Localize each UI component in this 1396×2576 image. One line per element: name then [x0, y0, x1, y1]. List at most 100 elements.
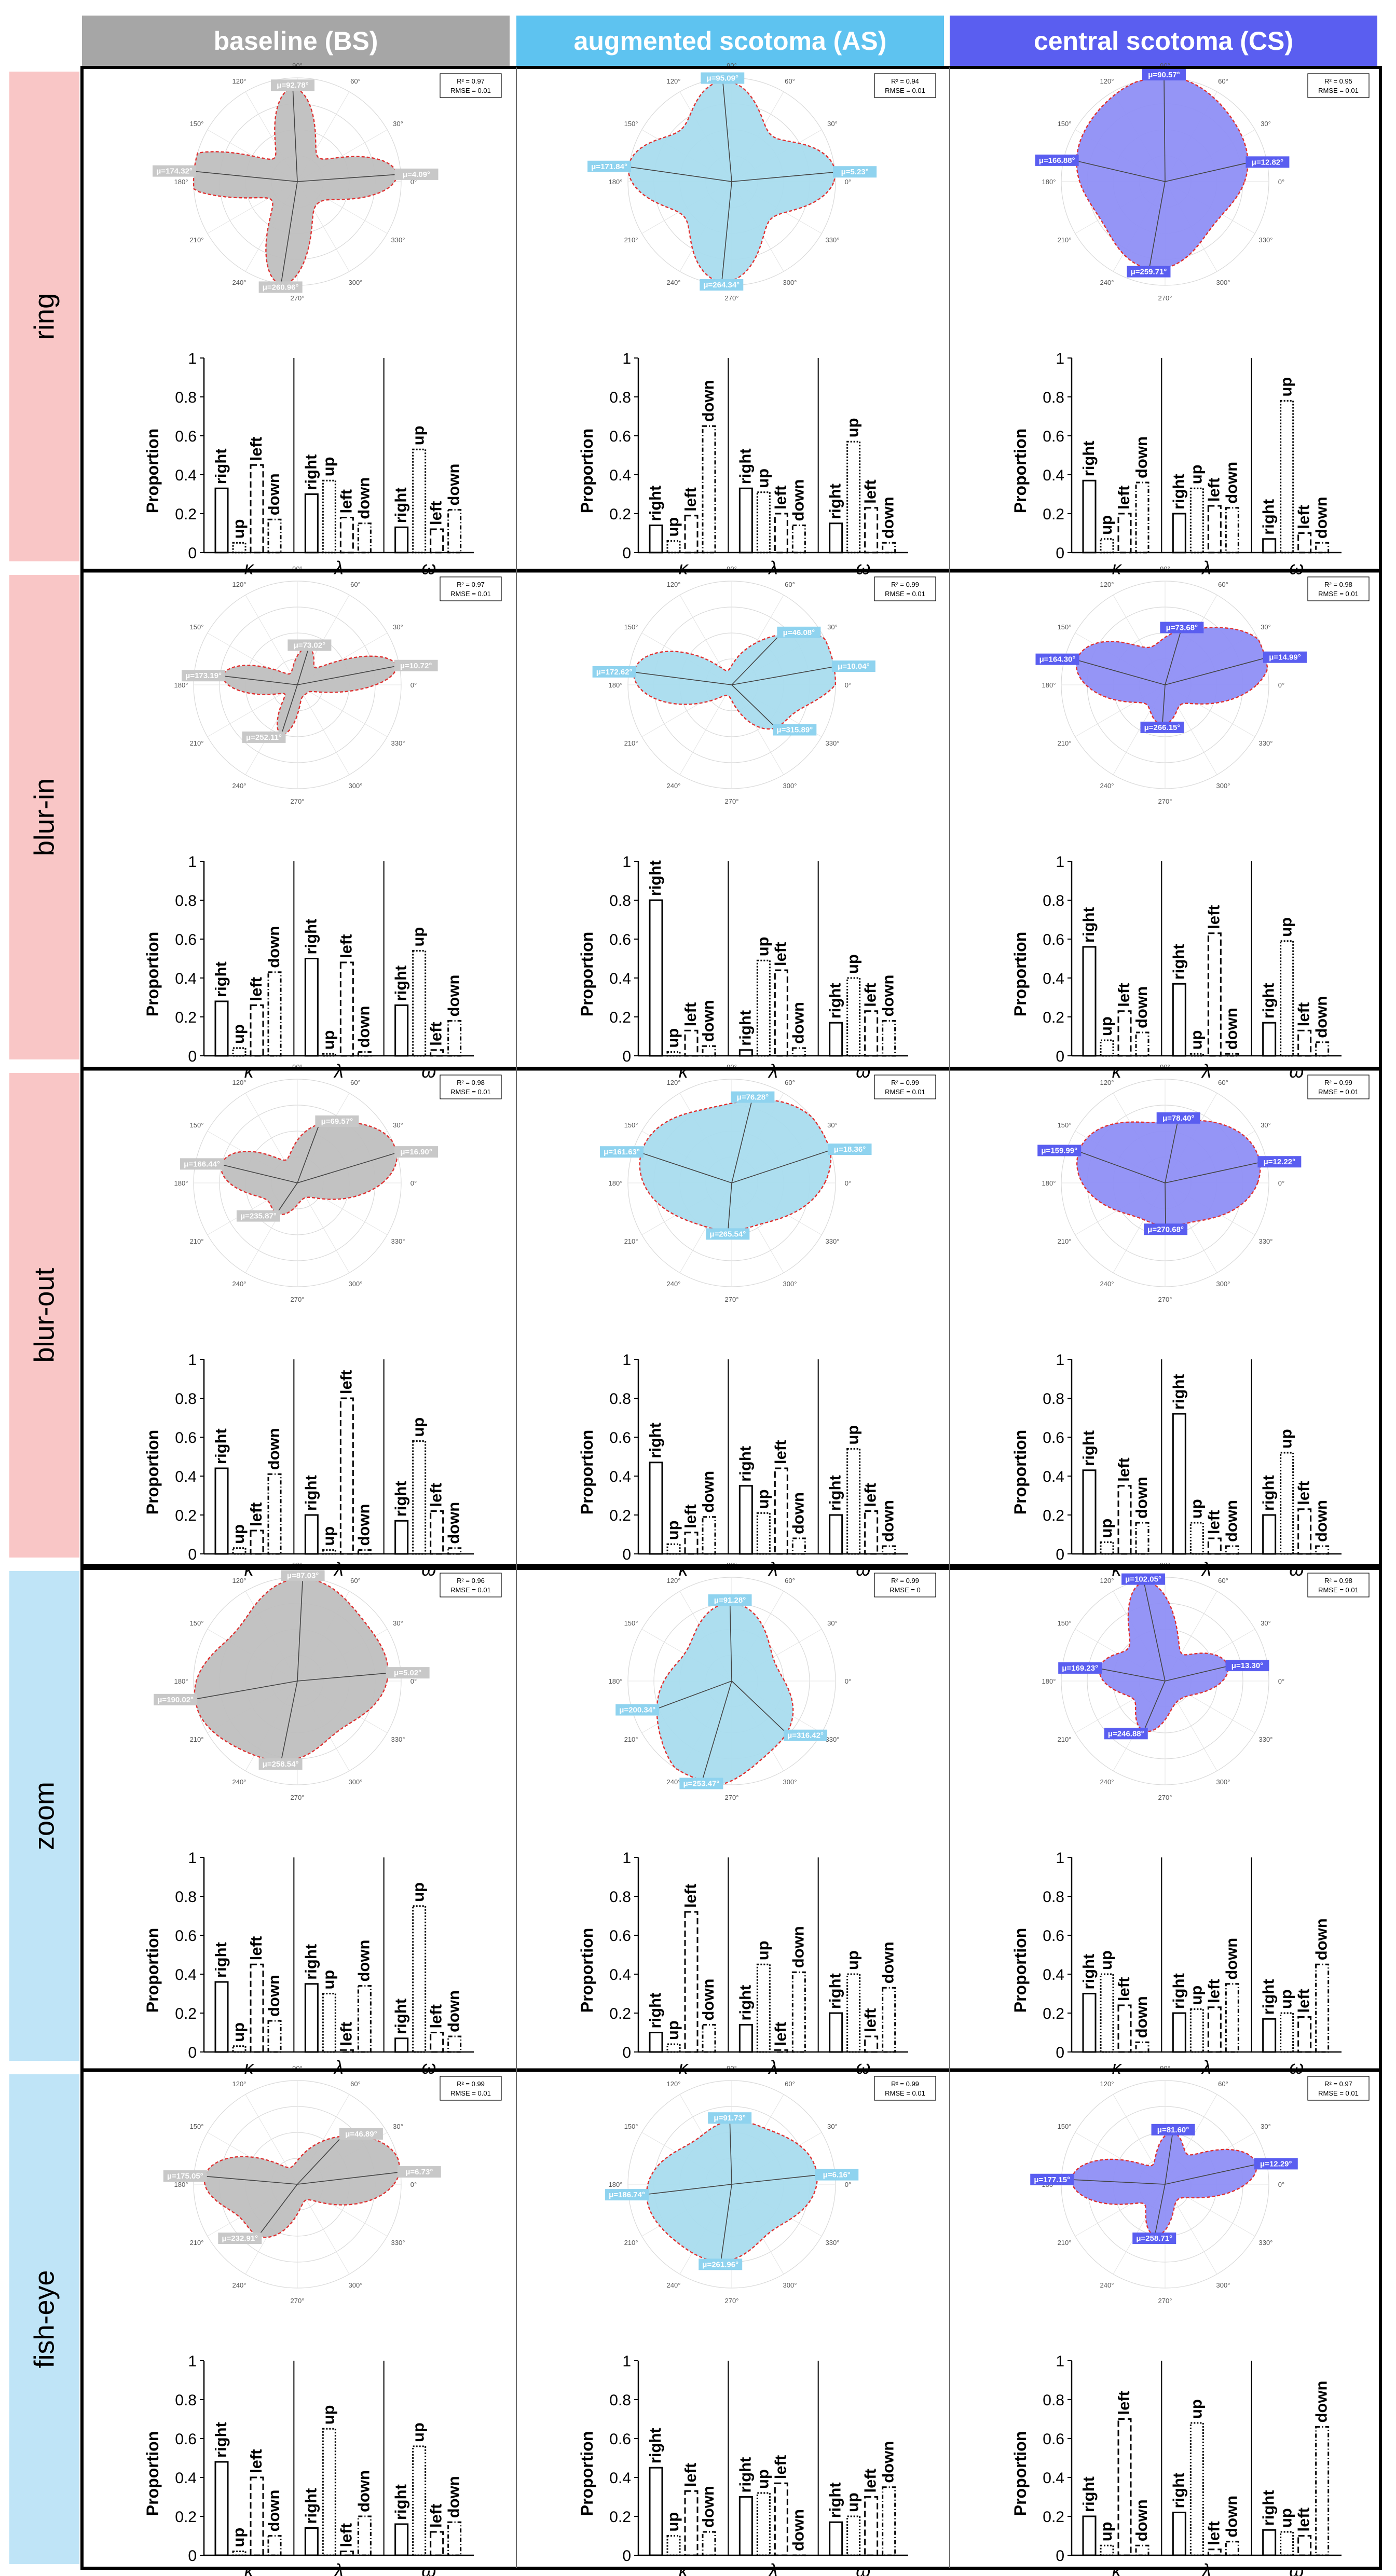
bar-y-tick-label: 0.2 — [609, 506, 631, 523]
bar-group-label: ω — [856, 2057, 870, 2078]
bar-up — [322, 479, 336, 554]
polar-peak-vector — [731, 1100, 752, 1183]
bar-series-label: right — [1169, 1973, 1187, 2009]
polar-peak-label-box — [708, 1594, 752, 1606]
polar-peak-label: μ=264.34° — [703, 281, 740, 290]
polar-peak-vector — [1162, 684, 1166, 724]
polar-peak-vector — [628, 166, 732, 182]
polar-peak-label-box — [258, 1758, 303, 1770]
polar-angle-tick: 180° — [174, 178, 188, 186]
polar-peak-label-box — [1104, 1728, 1148, 1740]
bar-left — [250, 464, 264, 554]
bar-series-label: up — [664, 2512, 682, 2532]
polar-angle-tick: 30° — [827, 1619, 838, 1627]
bar-series-label: up — [754, 1489, 772, 1509]
bar-group-label: κ — [679, 2057, 689, 2078]
column-header-label: augmented scotoma (AS) — [574, 26, 887, 56]
bar-series-label: up — [409, 927, 428, 947]
fit-stats-r2: R² = 0.99 — [457, 2080, 485, 2088]
polar-peak-vector — [731, 666, 834, 685]
bar-series-label: left — [1115, 486, 1133, 510]
fit-stats-box — [874, 1573, 936, 1597]
bar-series-label: left — [771, 486, 789, 510]
polar-peak-vector — [731, 1680, 787, 1734]
bar-y-tick-label: 0.6 — [609, 428, 631, 445]
bar-group-label: λ — [768, 557, 778, 578]
bar-series-label: up — [229, 1024, 248, 1044]
fit-stats-box — [440, 1075, 502, 1099]
polar-angle-tick: 240° — [1100, 2281, 1114, 2289]
polar-angle-tick: 30° — [1261, 623, 1271, 631]
polar-peak-label: μ=46.08° — [783, 628, 815, 637]
bar-y-label: Proportion — [143, 932, 162, 1017]
bar-series-label: right — [302, 1944, 320, 1980]
polar-angle-tick: 60° — [1218, 1577, 1228, 1585]
bar-series-label: left — [1295, 1002, 1313, 1027]
polar-angle-tick: 330° — [391, 2239, 405, 2247]
polar-peak-vector — [297, 2136, 343, 2185]
fit-stats-box — [440, 576, 502, 601]
polar-peak-label: μ=18.36° — [834, 1145, 866, 1154]
column-headers: baseline (BS) augmented scotoma (AS) centr… — [82, 16, 1377, 67]
polar-peak-vector — [731, 1150, 831, 1183]
bar-y-tick-label: 0.8 — [175, 2392, 197, 2409]
polar-angle-tick: 0° — [845, 681, 851, 689]
polar-angle-tick: 180° — [174, 1677, 188, 1685]
bar-down — [1135, 2041, 1149, 2053]
bar-series-label: right — [1169, 2473, 1187, 2509]
bar-series-label: left — [427, 2504, 445, 2528]
bar-left — [430, 2032, 444, 2053]
bar-y-tick-label: 0.8 — [175, 389, 197, 406]
bar-y-tick-label: 0.2 — [175, 1507, 197, 1524]
bar-y-tick-label: 0.2 — [175, 2509, 197, 2526]
bar-series-label: up — [1187, 1499, 1205, 1519]
panel-2-1: 90°60°30°0°330°300°270°240°210°180°150°1… — [578, 1063, 936, 1580]
bar-down — [702, 2531, 716, 2556]
bar-series-label: up — [1187, 464, 1205, 484]
polar-peak-label: μ=169.23° — [1062, 1664, 1098, 1673]
bar-series-label: down — [1222, 462, 1240, 504]
polar-peak-label: μ=161.63° — [604, 1148, 640, 1156]
bar-down — [791, 1537, 806, 1555]
bar-series-label: up — [1097, 1519, 1115, 1538]
polar-peak-label-box — [773, 724, 817, 736]
bar-left — [1297, 2016, 1312, 2053]
bar-series-label: up — [229, 2528, 248, 2547]
bar-series-label: up — [1097, 2522, 1115, 2541]
bar-series-label: left — [861, 2469, 880, 2493]
bar-up — [412, 950, 427, 1057]
polar-peak-vector — [297, 1152, 397, 1183]
polar-chart: 90°60°30°0°330°300°270°240°210°180°150°1… — [1035, 565, 1370, 805]
bar-left — [1207, 1537, 1222, 1555]
bar-down — [791, 1971, 806, 2053]
row-label-bg — [9, 1571, 79, 2061]
bar-right — [304, 2527, 319, 2556]
fit-stats-rmse: RMSE = 0.01 — [1318, 2089, 1359, 2097]
fit-stats-box — [874, 1075, 936, 1099]
bar-up — [666, 2535, 681, 2556]
polar-angle-tick: 120° — [232, 1577, 247, 1585]
bar-series-label: up — [664, 1520, 682, 1540]
polar-distribution-area — [221, 1121, 397, 1215]
polar-peak-vector — [1165, 1162, 1260, 1183]
column-header-label: central scotoma (CS) — [1034, 26, 1293, 56]
bar-right — [394, 1004, 409, 1057]
polar-peak-label: μ=246.88° — [1108, 1729, 1144, 1738]
polar-peak-vector — [729, 2121, 732, 2185]
fit-stats-rmse: RMSE = 0.01 — [450, 87, 491, 94]
panel-4-2: 90°60°30°0°330°300°270°240°210°180°150°1… — [1011, 2064, 1370, 2576]
bar-series-label: down — [445, 2476, 463, 2518]
polar-peak-label: μ=265.54° — [709, 1230, 746, 1238]
polar-peak-label-box — [587, 160, 632, 172]
bar-right — [1082, 946, 1097, 1057]
fit-stats-box — [440, 73, 502, 98]
bar-right — [1172, 1413, 1186, 1555]
bar-series-label: down — [699, 380, 717, 422]
bar-series-label: down — [699, 2486, 717, 2528]
polar-peak-label-box — [1257, 1156, 1302, 1168]
bar-y-tick-label: 0.6 — [609, 931, 631, 948]
bar-series-label: right — [1260, 499, 1278, 535]
polar-peak-vector — [1165, 162, 1248, 182]
bar-down — [702, 425, 716, 554]
bar-y-tick-label: 0.4 — [1043, 1966, 1064, 1983]
